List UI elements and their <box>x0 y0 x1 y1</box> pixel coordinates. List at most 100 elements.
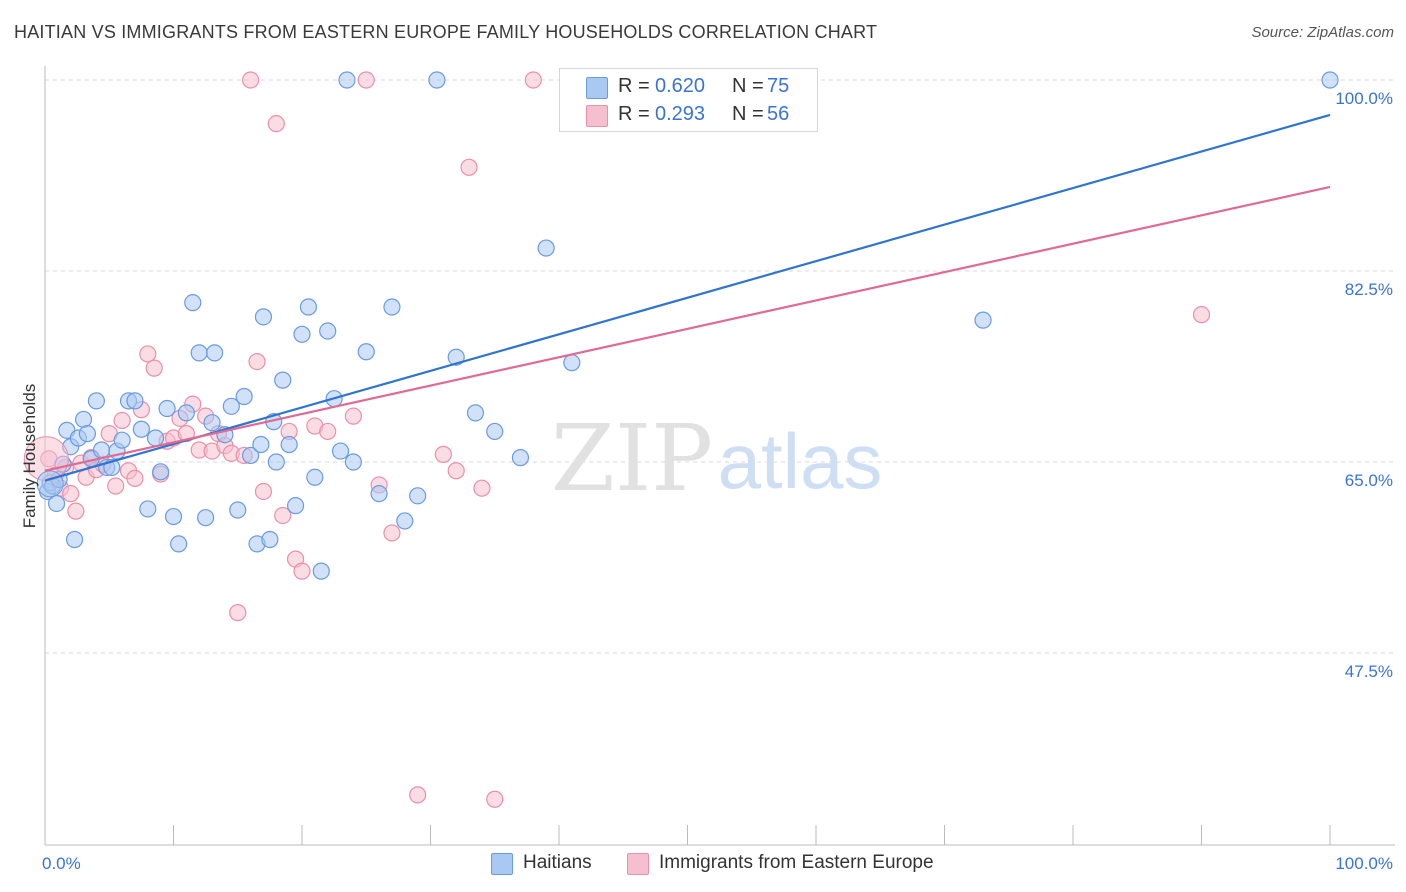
haitians-point <box>306 468 324 486</box>
eastern-europe-point <box>409 786 427 804</box>
eastern-europe-point <box>139 345 157 363</box>
haitians-point <box>563 354 581 372</box>
legend-n-value: 56 <box>767 103 790 125</box>
legend-swatch-blue <box>586 77 608 99</box>
y-axis-label: Family Households <box>20 383 39 529</box>
eastern-europe-trend-line <box>44 185 1331 472</box>
haitians-point <box>222 397 240 415</box>
tick-labels: 47.5% 65.0% 82.5% 100.0% 0.0% 100.0% <box>42 89 1393 873</box>
eastern-europe-point <box>524 71 542 89</box>
haitians-point <box>466 404 485 422</box>
haitians-point <box>319 322 337 340</box>
legend-r-value: 0.620 <box>655 75 706 97</box>
eastern-europe-point <box>254 482 273 501</box>
haitians-point <box>146 429 165 447</box>
eastern-europe-point <box>67 502 85 520</box>
correlation-legend: R = 0.620 N = 75 R = 0.293 N = 56 <box>559 68 818 132</box>
haitians-point <box>164 507 183 526</box>
haitians-point <box>286 497 305 515</box>
haitians-point <box>132 420 150 438</box>
gridlines <box>45 79 1395 654</box>
haitians-point <box>87 392 106 410</box>
eastern-europe-point <box>126 469 144 487</box>
legend-swatch-pink <box>586 105 608 127</box>
eastern-europe-point <box>145 359 163 377</box>
eastern-europe-point <box>242 71 260 89</box>
haitians-point <box>170 535 188 553</box>
bottom-legend-swatch-blue <box>491 853 513 875</box>
haitians-point <box>428 71 446 89</box>
eastern-europe-point <box>248 352 266 371</box>
bottom-legend-label: Immigrants from Eastern Europe <box>659 852 934 873</box>
haitians-trend-line <box>44 113 1331 482</box>
haitians-point <box>36 470 64 498</box>
haitians-point <box>184 294 202 312</box>
haitians-point <box>370 485 388 503</box>
haitians-point <box>331 442 350 460</box>
haitians-point <box>126 392 144 410</box>
haitians-point <box>206 344 224 362</box>
haitians-point <box>235 387 253 406</box>
y-tick-label: 65.0% <box>1345 471 1393 490</box>
bottom-legend-swatch-pink <box>627 853 649 875</box>
haitians-point <box>177 404 195 422</box>
haitians-point <box>383 298 401 316</box>
haitians-point <box>537 239 555 257</box>
eastern-europe-point <box>344 407 362 425</box>
eastern-europe-point <box>473 479 491 497</box>
haitians-point <box>158 399 176 418</box>
eastern-europe-point <box>62 485 80 503</box>
haitians-point <box>254 308 273 326</box>
bottom-legend-label: Haitians <box>523 852 592 873</box>
chart-title: HAITIAN VS IMMIGRANTS FROM EASTERN EUROP… <box>14 22 878 42</box>
haitians-point <box>312 562 330 580</box>
haitians-point <box>65 530 84 549</box>
legend-r-label: R = <box>618 75 650 97</box>
eastern-europe-point <box>274 506 292 525</box>
eastern-europe-point <box>447 462 465 480</box>
eastern-europe-point <box>113 411 131 430</box>
haitians-point <box>267 453 285 471</box>
haitians-point <box>974 311 992 329</box>
haitians-point <box>299 298 318 316</box>
haitians-point <box>92 441 111 459</box>
x-tick-label: 100.0% <box>1335 854 1393 873</box>
x-tick-label: 0.0% <box>42 854 81 873</box>
haitians-point <box>511 449 530 467</box>
y-tick-label: 47.5% <box>1345 662 1393 681</box>
eastern-europe-point <box>460 158 478 176</box>
haitians-point <box>447 348 465 366</box>
trend-lines <box>44 113 1331 482</box>
legend-r-label: R = <box>618 103 650 125</box>
haitians-point <box>203 414 221 432</box>
eastern-europe-point <box>229 604 247 622</box>
eastern-europe-point <box>434 445 452 463</box>
haitians-point <box>78 425 97 443</box>
eastern-europe-point <box>486 790 504 808</box>
legend-n-label: N = <box>732 103 764 125</box>
eastern-europe-point <box>357 71 375 89</box>
haitians-point <box>280 435 298 454</box>
haitians-point <box>74 410 93 429</box>
eastern-europe-point <box>1192 306 1211 324</box>
haitians-point <box>47 494 66 513</box>
haitians-point <box>357 343 375 361</box>
haitians-point <box>242 446 260 465</box>
watermark-atlas: atlas <box>718 417 883 505</box>
legend-n-label: N = <box>732 75 764 97</box>
eastern-europe-point <box>107 477 125 495</box>
haitians-point <box>139 500 157 518</box>
haitians-point <box>197 509 215 527</box>
haitians-point <box>190 344 208 362</box>
haitians-point <box>152 463 170 481</box>
haitians-point <box>1321 71 1339 89</box>
y-tick-label: 82.5% <box>1345 280 1393 299</box>
haitians-point <box>409 487 427 505</box>
haitians-point <box>344 453 362 471</box>
haitians-point <box>261 530 279 549</box>
legend-r-value: 0.293 <box>655 103 706 125</box>
haitians-point <box>486 422 504 441</box>
eastern-europe-point <box>267 115 285 133</box>
haitians-point <box>338 71 356 89</box>
